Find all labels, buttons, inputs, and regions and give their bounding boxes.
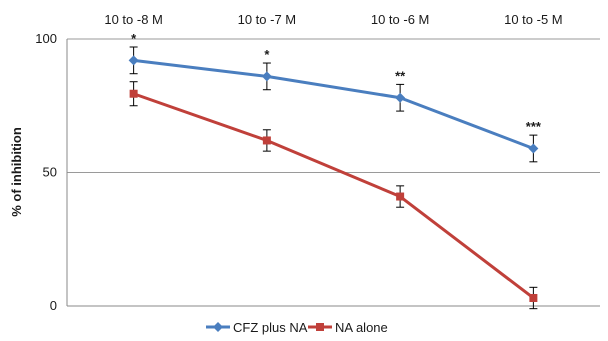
series-line bbox=[133, 58, 534, 150]
x-tick-label: 10 to -5 M bbox=[504, 12, 563, 27]
data-point bbox=[528, 143, 539, 154]
data-point bbox=[128, 55, 139, 66]
legend: CFZ plus NA NA alone bbox=[206, 320, 388, 335]
significance-label: * bbox=[131, 31, 137, 46]
series-1 bbox=[129, 81, 538, 310]
series-layer: ******* bbox=[128, 31, 542, 310]
legend-label: NA alone bbox=[335, 320, 388, 335]
axes bbox=[66, 39, 600, 307]
series-line bbox=[133, 92, 535, 300]
y-tick-label: 50 bbox=[43, 165, 57, 180]
data-point bbox=[396, 192, 405, 201]
data-point bbox=[529, 293, 538, 302]
data-point bbox=[129, 89, 138, 98]
gridlines bbox=[67, 38, 600, 173]
data-point bbox=[395, 92, 406, 103]
significance-label: *** bbox=[526, 119, 542, 134]
x-tick-label: 10 to -8 M bbox=[104, 12, 163, 27]
data-point bbox=[262, 136, 271, 145]
tick-labels: 0 50 100 10 to -8 M 10 to -7 M 10 to -6 M 10 t… bbox=[35, 12, 562, 313]
legend-item: NA alone bbox=[308, 320, 388, 335]
legend-item: CFZ plus NA bbox=[206, 320, 308, 335]
significance-label: ** bbox=[395, 68, 406, 83]
significance-label: * bbox=[264, 47, 270, 62]
y-tick-label: 0 bbox=[50, 298, 57, 313]
legend-marker bbox=[213, 322, 223, 332]
series-0: ******* bbox=[128, 31, 542, 163]
y-axis-label: % of inhibition bbox=[9, 127, 24, 217]
x-tick-label: 10 to -7 M bbox=[238, 12, 297, 27]
data-point bbox=[261, 71, 272, 82]
legend-marker bbox=[316, 323, 324, 331]
y-tick-label: 100 bbox=[35, 31, 57, 46]
legend-label: CFZ plus NA bbox=[233, 320, 308, 335]
x-tick-label: 10 to -6 M bbox=[371, 12, 430, 27]
